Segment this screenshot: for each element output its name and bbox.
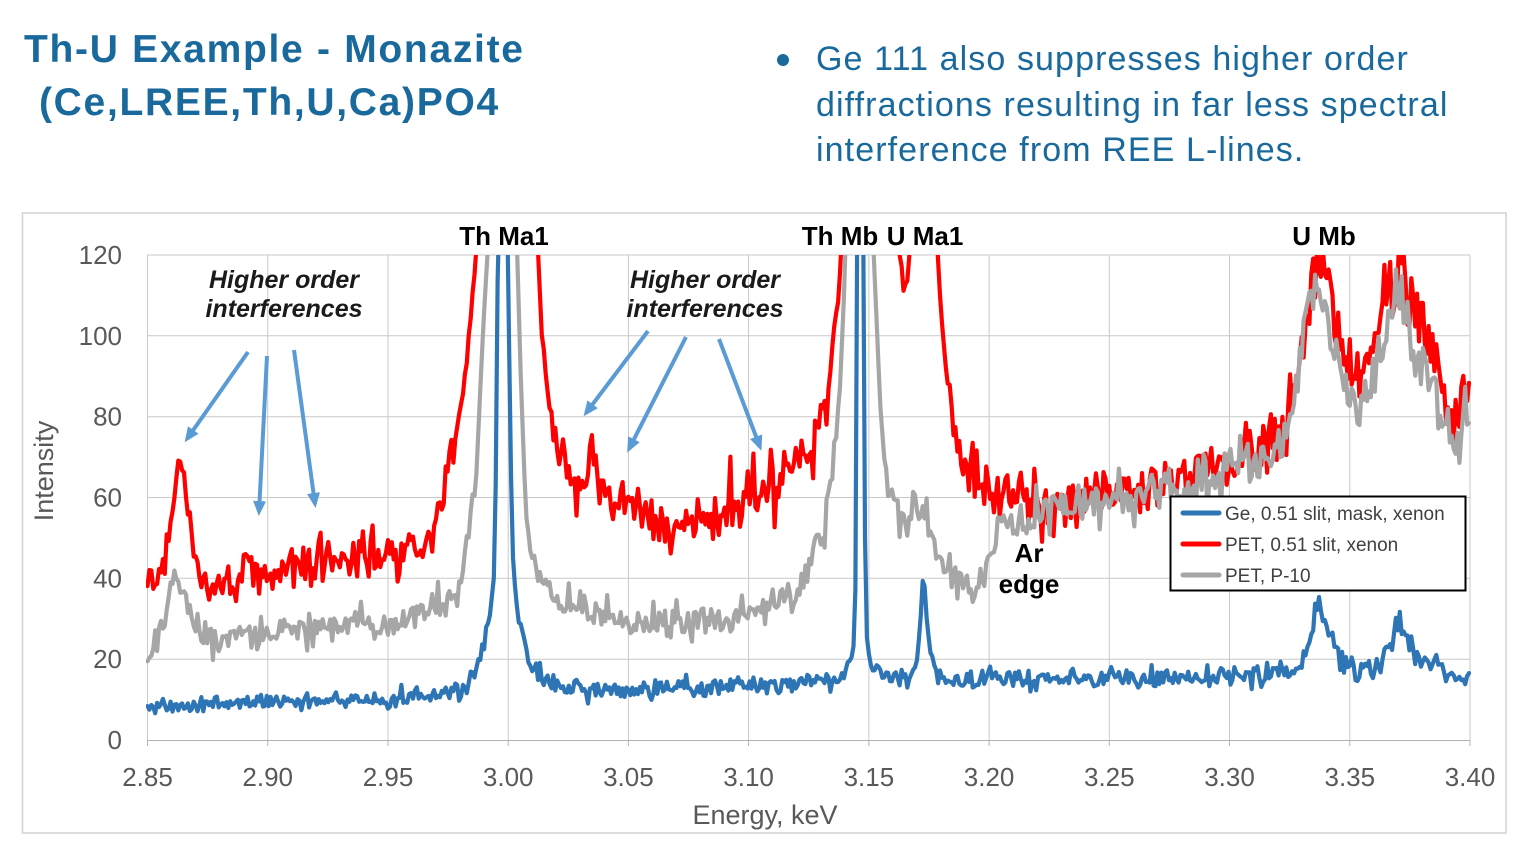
svg-text:2.90: 2.90 [242, 762, 293, 792]
svg-text:interferences: interferences [626, 295, 783, 323]
svg-text:100: 100 [79, 321, 122, 351]
svg-text:40: 40 [93, 563, 122, 593]
svg-text:Ar: Ar [1015, 538, 1044, 568]
svg-text:Higher order: Higher order [630, 266, 781, 294]
svg-text:3.00: 3.00 [483, 762, 534, 792]
svg-text:60: 60 [93, 483, 122, 513]
svg-text:3.35: 3.35 [1324, 762, 1375, 792]
svg-text:U Ma1: U Ma1 [887, 221, 964, 251]
svg-text:0: 0 [108, 725, 122, 755]
svg-text:3.20: 3.20 [964, 762, 1015, 792]
svg-text:3.30: 3.30 [1204, 762, 1255, 792]
svg-text:Energy, keV: Energy, keV [692, 800, 837, 830]
svg-text:3.15: 3.15 [844, 762, 895, 792]
svg-text:3.05: 3.05 [603, 762, 654, 792]
svg-text:2.95: 2.95 [363, 762, 414, 792]
svg-text:edge: edge [999, 569, 1060, 599]
svg-text:interferences: interferences [205, 295, 362, 323]
svg-text:120: 120 [79, 240, 122, 270]
svg-text:Th Ma1: Th Ma1 [459, 221, 549, 251]
svg-text:3.10: 3.10 [723, 762, 774, 792]
svg-text:Th Mb: Th Mb [802, 221, 879, 251]
svg-text:3.40: 3.40 [1445, 762, 1496, 792]
svg-text:PET, 0.51 slit, xenon: PET, 0.51 slit, xenon [1225, 535, 1398, 556]
svg-text:Intensity: Intensity [29, 420, 59, 521]
svg-text:80: 80 [93, 402, 122, 432]
svg-text:Higher order: Higher order [209, 266, 360, 294]
svg-text:2.85: 2.85 [122, 762, 173, 792]
svg-text:Ge, 0.51 slit, mask, xenon: Ge, 0.51 slit, mask, xenon [1225, 504, 1445, 525]
svg-text:3.25: 3.25 [1084, 762, 1135, 792]
svg-text:U Mb: U Mb [1292, 221, 1356, 251]
svg-text:PET, P-10: PET, P-10 [1225, 566, 1311, 587]
svg-text:20: 20 [93, 644, 122, 674]
